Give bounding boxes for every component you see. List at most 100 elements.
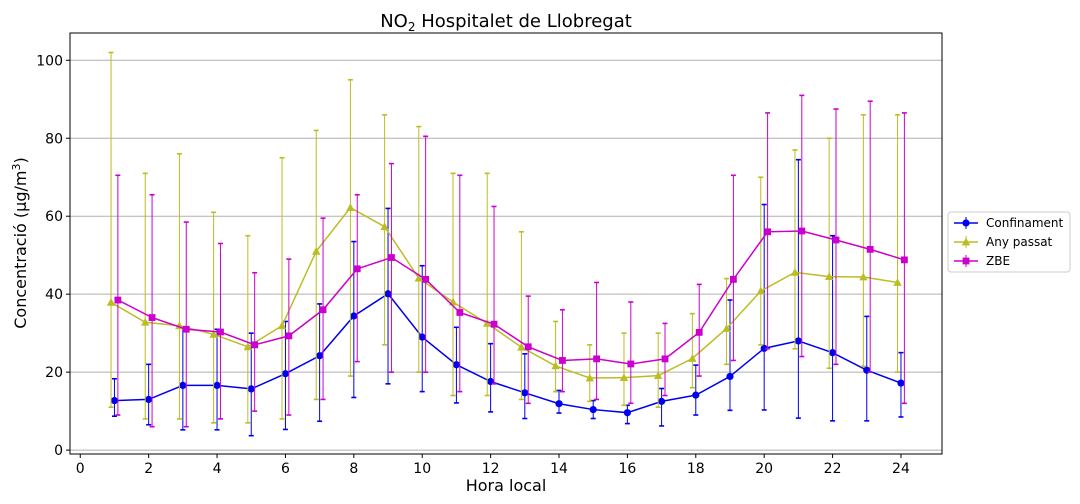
data-point: [145, 395, 153, 404]
data-point: [688, 354, 697, 362]
y-tick-label: 100: [36, 53, 63, 69]
series-line: [117, 230, 905, 365]
legend-box: [947, 211, 1071, 273]
x-axis-label: Hora local: [466, 476, 547, 495]
x-tick-label: 6: [281, 461, 290, 477]
x-tick-label: 8: [349, 461, 358, 477]
data-point: [247, 385, 255, 393]
data-point: [798, 227, 806, 235]
data-point: [141, 317, 150, 326]
legend-label: Confinament: [986, 216, 1064, 230]
data-point: [722, 324, 731, 332]
series-0: [110, 158, 905, 437]
x-tick-label: 24: [892, 461, 910, 477]
data-point: [517, 342, 526, 351]
data-point: [213, 381, 221, 389]
y-tick-label: 20: [45, 365, 63, 381]
x-tick-label: 12: [482, 461, 500, 477]
plot-frame: [69, 32, 943, 455]
y-axis-label: Concentració (µg/m3): [10, 157, 30, 328]
legend-marker: [962, 219, 970, 227]
series-layer: [106, 51, 908, 437]
data-point: [353, 265, 361, 273]
data-point: [414, 273, 423, 282]
legend: Confinament Any passat ZBE: [947, 211, 1071, 273]
data-point: [760, 344, 768, 352]
data-point: [551, 361, 560, 370]
data-point: [790, 267, 800, 276]
data-point: [217, 328, 224, 336]
chart-title: NO2 Hospitalet de Llobregat: [380, 11, 632, 34]
y-tick-label: 0: [54, 443, 63, 459]
data-point: [277, 321, 287, 330]
data-point: [824, 272, 834, 281]
data-point: [900, 256, 908, 264]
x-tick-label: 0: [76, 461, 85, 477]
legend-marker: [962, 257, 970, 265]
data-point: [380, 222, 389, 231]
legend-marker: [961, 237, 971, 246]
data-point: [114, 296, 122, 304]
data-point: [897, 379, 905, 387]
data-point: [251, 341, 259, 349]
data-point: [490, 320, 498, 328]
data-point: [524, 343, 532, 351]
x-tick-label: 20: [755, 461, 773, 477]
x-tick-label: 14: [550, 461, 568, 477]
data-point: [764, 228, 771, 236]
series-line: [114, 292, 902, 414]
data-point: [589, 405, 597, 414]
series-line: [110, 206, 898, 379]
data-point: [285, 332, 293, 340]
data-point: [243, 342, 253, 351]
data-point: [619, 373, 629, 381]
data-point: [859, 272, 868, 281]
data-point: [482, 319, 492, 327]
x-tick-label: 22: [824, 461, 842, 477]
data-point: [179, 381, 187, 389]
data-point: [794, 337, 802, 345]
data-point: [832, 236, 840, 244]
data-point: [106, 297, 116, 306]
data-point: [593, 355, 601, 363]
data-point: [418, 333, 426, 341]
data-point: [281, 370, 290, 378]
x-tick-label: 16: [618, 461, 636, 477]
data-point: [316, 352, 324, 360]
data-point: [110, 396, 119, 405]
x-tick-label: 2: [144, 461, 153, 477]
data-point: [422, 275, 430, 283]
data-point: [585, 373, 594, 382]
data-point: [653, 371, 663, 380]
x-tick-label: 10: [413, 461, 431, 477]
data-point: [657, 397, 666, 405]
data-point: [661, 355, 669, 363]
data-point: [730, 275, 737, 283]
data-point: [695, 328, 703, 336]
data-point: [828, 349, 837, 357]
x-tick-label: 18: [687, 461, 705, 477]
data-point: [312, 246, 321, 255]
data-point: [692, 391, 700, 399]
data-point: [388, 254, 395, 261]
series-1: [106, 51, 902, 424]
data-point: [627, 360, 635, 368]
data-point: [866, 245, 874, 253]
grid-lines: [70, 59, 942, 451]
data-point: [456, 309, 464, 316]
series-2: [114, 94, 908, 428]
data-point: [148, 314, 156, 321]
data-point: [726, 372, 734, 381]
data-point: [319, 306, 327, 314]
data-point: [384, 290, 392, 298]
y-tick-label: 40: [45, 287, 63, 303]
legend-label: Any passat: [986, 235, 1053, 249]
data-point: [756, 286, 765, 295]
data-point: [350, 312, 358, 320]
data-point: [209, 329, 218, 338]
data-point: [623, 409, 631, 417]
data-point: [559, 357, 566, 364]
